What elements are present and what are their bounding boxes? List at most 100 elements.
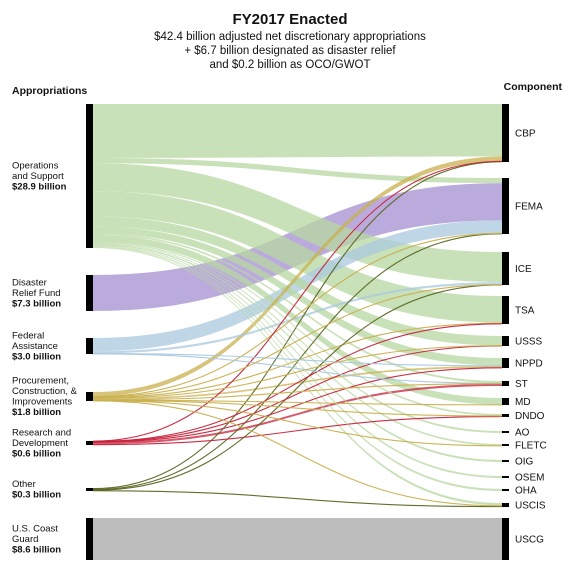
target-node-cbp	[502, 104, 509, 162]
source-node-uscg-src	[86, 518, 93, 560]
flow-pci-to-cbp	[93, 156, 502, 397]
flow-ops-to-oig	[93, 245, 502, 462]
flow-rd-to-usss	[92, 345, 503, 443]
flow-rd-to-dndo	[92, 416, 503, 446]
flow-rd-to-st	[93, 383, 502, 445]
flow-ops-to-cbp	[93, 104, 502, 158]
flow-oth-to-ice	[92, 284, 503, 491]
flow-pci-to-ice	[92, 284, 503, 398]
source-amount: $3.0 billion	[12, 351, 61, 362]
source-label-line: Improvements	[12, 397, 72, 408]
source-node-rd	[86, 441, 93, 445]
source-label-drf: Disaster Relief Fund $7.3 billion	[12, 277, 61, 309]
source-label-rd: Research and Development $0.6 billion	[12, 427, 71, 459]
target-label-fema: FEMA	[515, 202, 543, 213]
flow-ops-to-ice	[93, 163, 502, 283]
flow-fa-to-nppd	[92, 353, 503, 367]
chart-subtitle-line-2: + $6.7 billion designated as disaster re…	[184, 45, 396, 57]
source-amount: $1.8 billion	[12, 407, 61, 418]
target-label-nppd: NPPD	[515, 359, 543, 370]
flow-ops-to-md	[93, 235, 502, 405]
flow-ops-to-st	[93, 233, 502, 384]
flow-fa-to-st	[92, 353, 503, 384]
target-label-osem: OSEM	[515, 473, 544, 484]
target-label-fletc: FLETC	[515, 441, 547, 452]
source-node-drf	[86, 275, 93, 311]
target-node-ice	[502, 252, 509, 285]
target-label-tsa: TSA	[515, 306, 535, 317]
target-node-dndo	[502, 414, 509, 417]
target-label-md: MD	[515, 397, 531, 408]
chart-subtitle-line-3: and $0.2 billion as OCO/GWOT	[209, 59, 370, 71]
appropriations-header: Appropriations	[12, 85, 87, 97]
source-label-line: Construction, &	[12, 386, 78, 397]
target-label-ice: ICE	[515, 264, 532, 275]
source-node-oth	[86, 488, 93, 491]
source-label-line: Development	[12, 438, 68, 449]
flow-pci-to-tsa	[92, 322, 503, 399]
flow-rd-to-nppd	[92, 367, 503, 443]
flow-fa-to-ice	[93, 282, 502, 354]
target-node-ao	[502, 431, 509, 433]
target-label-uscg: USCG	[515, 535, 544, 546]
target-label-dndo: DNDO	[515, 411, 545, 422]
source-label-line: Operations	[12, 160, 59, 171]
node-labels: Operations and Support $28.9 billion Disast…	[12, 129, 547, 556]
source-label-line: and Support	[12, 171, 64, 182]
target-label-cbp: CBP	[515, 129, 536, 140]
flow-oth-to-uscis	[92, 490, 503, 508]
source-label-fa: Federal Assistance $3.0 billion	[12, 330, 61, 362]
source-node-ops	[86, 104, 93, 248]
target-node-tsa	[502, 296, 509, 324]
flow-pci-to-md	[92, 399, 503, 406]
source-label-line: Relief Fund	[12, 288, 61, 299]
target-node-uscg	[502, 518, 509, 560]
target-node-osem	[502, 476, 509, 478]
flow-ops-to-osem	[93, 245, 502, 478]
source-label-line: Disaster	[12, 277, 47, 288]
flow-ops-to-dndo	[93, 241, 502, 416]
target-node-fletc	[502, 444, 509, 446]
target-node-fema	[502, 178, 509, 234]
flow-uscg-src-to-uscg	[93, 518, 502, 560]
target-label-oha: OHA	[515, 486, 537, 497]
source-label-uscg-src: U.S. Coast Guard $8.6 billion	[12, 523, 61, 555]
source-node-pci	[86, 392, 93, 401]
flow-ops-to-usss	[93, 216, 502, 346]
target-label-st: ST	[515, 379, 528, 390]
source-amount: $0.6 billion	[12, 448, 61, 459]
source-label-line: Assistance	[12, 341, 58, 352]
source-amount: $7.3 billion	[12, 298, 61, 309]
flow-ops-to-fletc	[93, 243, 502, 446]
flow-pci-to-fletc	[92, 400, 503, 447]
target-node-nppd	[502, 358, 509, 368]
flow-rd-to-tsa	[92, 323, 503, 443]
source-label-line: U.S. Coast	[12, 523, 58, 534]
flow-pci-to-fema	[92, 232, 503, 398]
source-label-oth: Other $0.3 billion	[12, 479, 61, 501]
flow-oth-to-cbp	[92, 161, 503, 490]
flow-pci-to-st	[92, 383, 503, 401]
source-label-line: Research and	[12, 427, 71, 438]
target-label-ao: AO	[515, 428, 530, 439]
sankey-nodes	[86, 104, 509, 560]
target-node-oig	[502, 460, 509, 462]
source-amount: $28.9 billion	[12, 181, 67, 192]
source-label-line: Guard	[12, 534, 38, 545]
flow-rd-to-cbp	[92, 160, 503, 442]
source-node-fa	[86, 338, 93, 354]
chart-title: FY2017 Enacted	[232, 11, 347, 28]
chart-subtitle-line-1: $42.4 billion adjusted net discretionary…	[154, 31, 426, 43]
source-label-ops: Operations and Support $28.9 billion	[12, 160, 67, 192]
target-label-uscis: USCIS	[515, 501, 546, 512]
source-label-pci: Procurement, Construction, & Improvements $…	[12, 376, 78, 419]
target-node-uscis	[502, 503, 509, 507]
target-node-oha	[502, 489, 509, 491]
source-amount: $0.3 billion	[12, 490, 61, 501]
flow-ops-to-uscis	[93, 247, 502, 506]
target-node-usss	[502, 336, 509, 346]
target-node-st	[502, 381, 509, 386]
flow-links	[92, 104, 503, 560]
target-node-md	[502, 398, 509, 405]
